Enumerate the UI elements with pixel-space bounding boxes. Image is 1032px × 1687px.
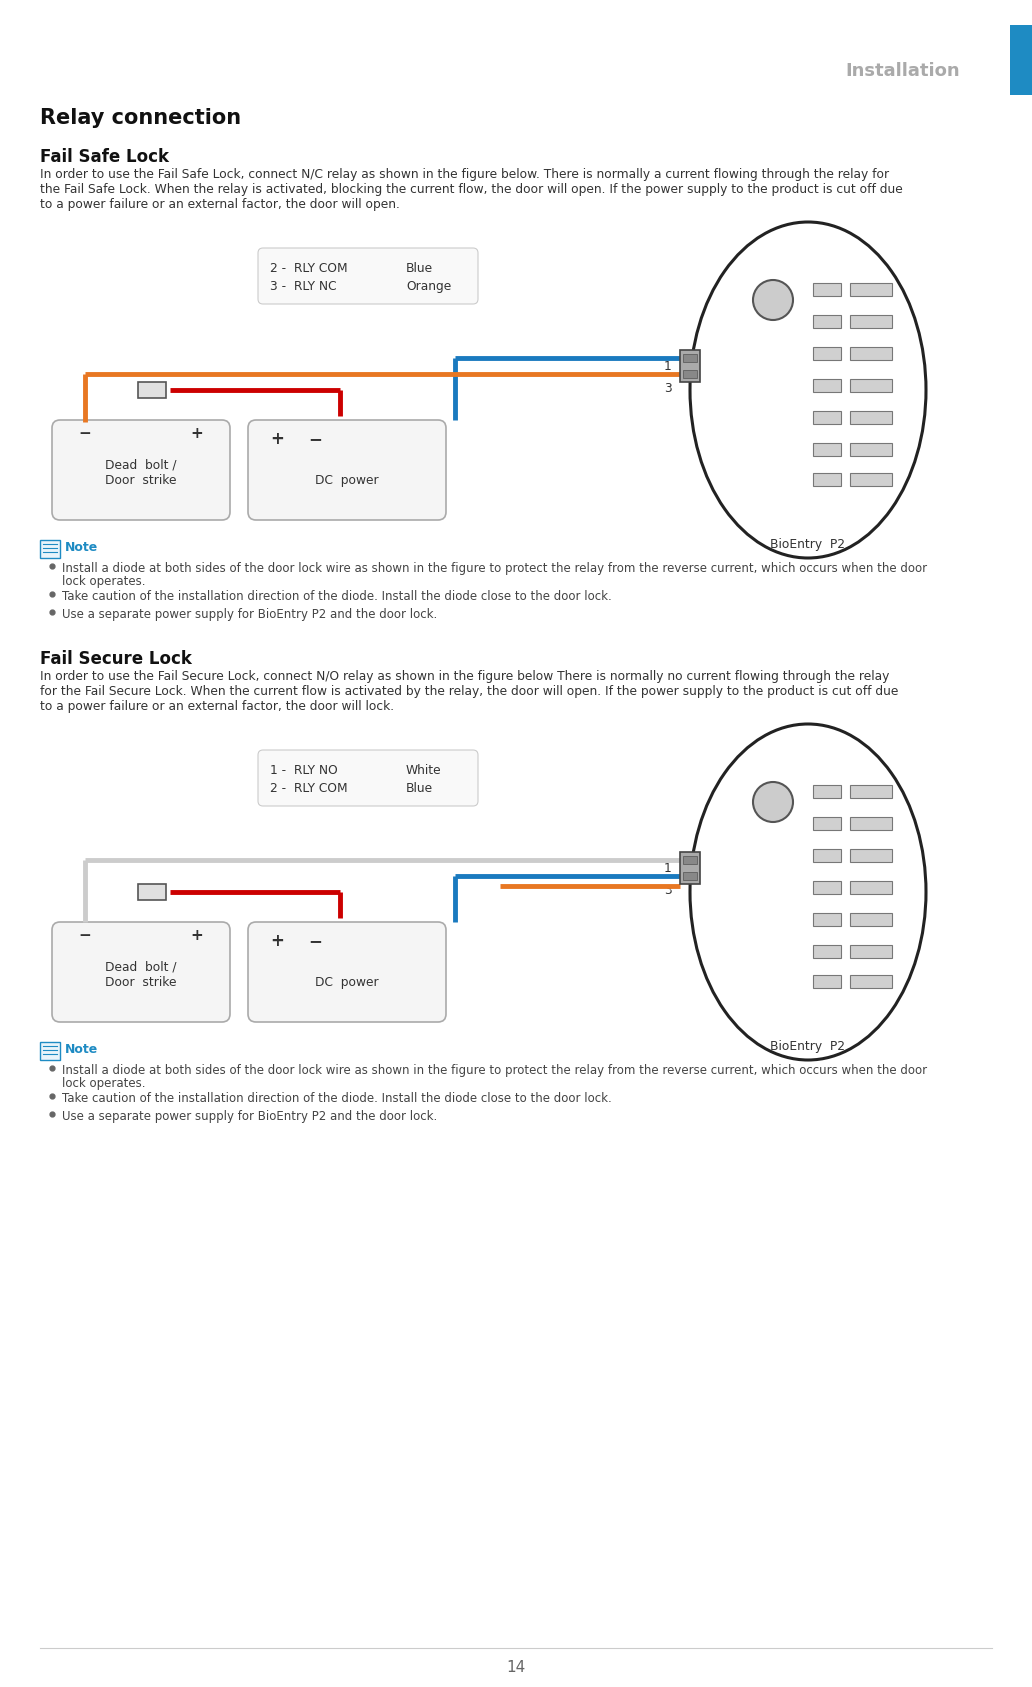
Text: DC  power: DC power [315,977,379,989]
Bar [813,784,841,798]
Bar [850,412,892,423]
FancyBboxPatch shape [258,248,478,304]
Ellipse shape [690,724,926,1059]
Text: Orange: Orange [406,280,451,294]
Text: −: − [78,427,91,440]
Text: Install a diode at both sides of the door lock wire as shown in the figure to pr: Install a diode at both sides of the doo… [62,562,927,575]
Bar [850,444,892,455]
Bar [850,975,892,989]
Text: BioEntry  P2: BioEntry P2 [771,1039,845,1053]
Bar [683,872,697,881]
Text: −: − [308,430,322,449]
Bar [813,945,841,958]
Bar [680,349,700,381]
Text: to a power failure or an external factor, the door will lock.: to a power failure or an external factor… [40,700,394,714]
Text: BioEntry  P2: BioEntry P2 [771,538,845,552]
Text: Installation: Installation [845,62,960,79]
Text: 2 -  RLY COM: 2 - RLY COM [270,261,348,275]
Text: In order to use the Fail Safe Lock, connect N/C relay as shown in the figure bel: In order to use the Fail Safe Lock, conn… [40,169,890,181]
FancyBboxPatch shape [248,420,446,520]
Text: +: + [270,931,284,950]
Bar [850,881,892,894]
Text: Fail Safe Lock: Fail Safe Lock [40,148,169,165]
Text: lock operates.: lock operates. [62,575,146,589]
Bar [813,348,841,359]
Ellipse shape [690,223,926,558]
Text: +: + [190,427,202,440]
Text: Dead  bolt /: Dead bolt / [105,457,176,471]
Bar [1010,25,1032,94]
Text: Door  strike: Door strike [105,474,176,488]
Text: Note: Note [65,1043,98,1056]
Text: 1: 1 [664,359,672,373]
Circle shape [753,783,793,822]
Bar [850,784,892,798]
Text: Take caution of the installation direction of the diode. Install the diode close: Take caution of the installation directi… [62,590,612,602]
Text: Relay connection: Relay connection [40,108,241,128]
Text: 3: 3 [664,381,672,395]
Text: Blue: Blue [406,783,433,795]
Text: the Fail Safe Lock. When the relay is activated, blocking the current flow, the : the Fail Safe Lock. When the relay is ac… [40,182,903,196]
Bar [683,369,697,378]
Text: 1 -  RLY NO: 1 - RLY NO [270,764,337,778]
Text: DC  power: DC power [315,474,379,488]
Text: White: White [406,764,442,778]
Text: +: + [270,430,284,449]
Bar [813,881,841,894]
Text: 3 -  RLY NC: 3 - RLY NC [270,280,336,294]
Text: 3: 3 [664,884,672,897]
Text: 2 -  RLY COM: 2 - RLY COM [270,783,348,795]
Text: to a power failure or an external factor, the door will open.: to a power failure or an external factor… [40,197,399,211]
Bar [813,380,841,391]
Text: +: + [190,928,202,943]
Bar [813,913,841,926]
Bar [850,472,892,486]
Text: lock operates.: lock operates. [62,1076,146,1090]
Bar [813,472,841,486]
Bar [850,315,892,327]
Bar [813,849,841,862]
Bar [680,852,700,884]
Text: Use a separate power supply for BioEntry P2 and the door lock.: Use a separate power supply for BioEntry… [62,1110,438,1124]
Text: Use a separate power supply for BioEntry P2 and the door lock.: Use a separate power supply for BioEntry… [62,607,438,621]
Text: Install a diode at both sides of the door lock wire as shown in the figure to pr: Install a diode at both sides of the doo… [62,1064,927,1076]
Text: 1: 1 [664,862,672,876]
FancyBboxPatch shape [248,923,446,1022]
Text: 14: 14 [507,1660,525,1675]
Bar [813,817,841,830]
Bar [850,348,892,359]
Bar [813,315,841,327]
FancyBboxPatch shape [258,751,478,806]
Bar [850,849,892,862]
Bar [850,817,892,830]
Text: Fail Secure Lock: Fail Secure Lock [40,649,192,668]
Bar [813,412,841,423]
Text: In order to use the Fail Secure Lock, connect N/O relay as shown in the figure b: In order to use the Fail Secure Lock, co… [40,670,890,683]
FancyBboxPatch shape [52,420,230,520]
Bar [850,283,892,295]
Circle shape [753,280,793,321]
Text: Blue: Blue [406,261,433,275]
Bar [850,380,892,391]
Bar [850,913,892,926]
Bar [138,884,166,899]
Bar [850,945,892,958]
Text: −: − [78,928,91,943]
Text: Take caution of the installation direction of the diode. Install the diode close: Take caution of the installation directi… [62,1091,612,1105]
FancyBboxPatch shape [52,923,230,1022]
Bar [683,855,697,864]
Bar [813,975,841,989]
Bar [40,540,60,558]
Bar [138,381,166,398]
Text: for the Fail Secure Lock. When the current flow is activated by the relay, the d: for the Fail Secure Lock. When the curre… [40,685,899,698]
Text: −: − [308,931,322,950]
Text: Note: Note [65,542,98,553]
Bar [683,354,697,363]
Text: Dead  bolt /: Dead bolt / [105,960,176,973]
Bar [813,444,841,455]
Bar [813,283,841,295]
Text: Door  strike: Door strike [105,977,176,989]
Bar [40,1043,60,1059]
